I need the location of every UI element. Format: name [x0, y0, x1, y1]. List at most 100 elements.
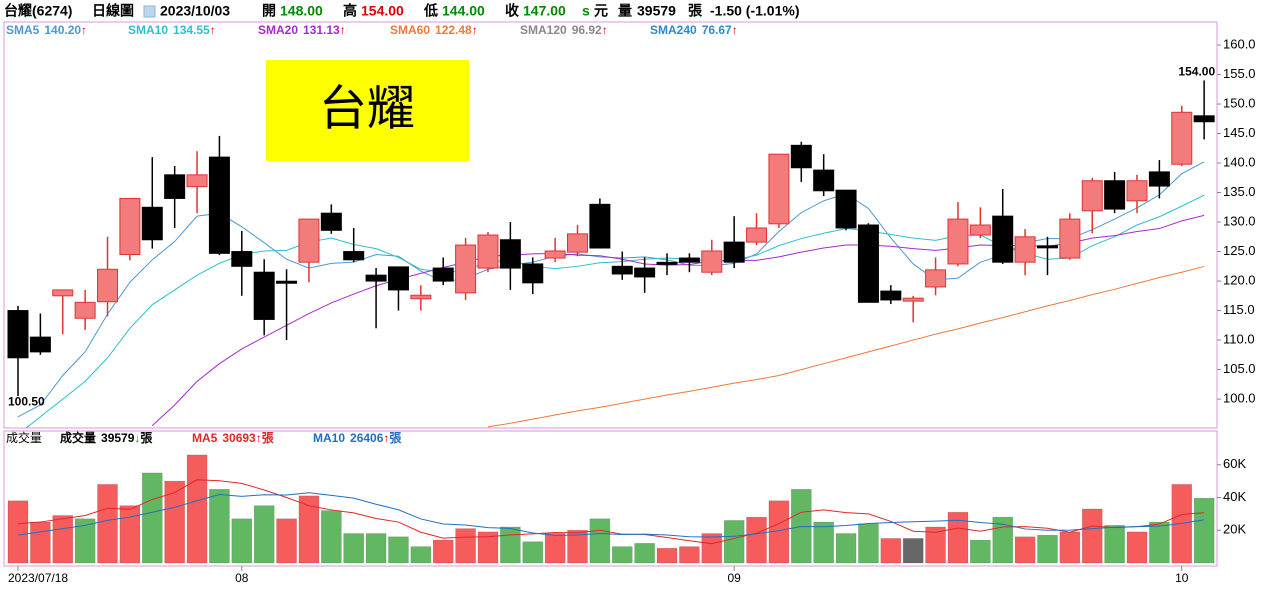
candle-body — [992, 215, 1014, 263]
candle-body — [499, 239, 521, 269]
candle-body — [410, 294, 432, 300]
candle-body — [1014, 236, 1036, 263]
y-tick-label: 40K — [1223, 489, 1246, 504]
volume-bar — [970, 539, 991, 564]
volume-bar — [477, 531, 499, 564]
legend-unit: 張 — [140, 431, 153, 445]
volume-bar — [52, 515, 74, 564]
close-label: 收 — [505, 3, 520, 19]
y-tick-label: 100.0 — [1223, 391, 1256, 406]
candle-body — [365, 274, 387, 282]
volume-bar — [455, 528, 476, 564]
volume-bar — [947, 511, 969, 564]
y-tick-label: 115.0 — [1223, 302, 1255, 317]
legend-name: SMA10 — [128, 23, 168, 37]
volume-bar — [432, 539, 454, 564]
candle-body — [141, 206, 163, 241]
legend-trend: ↑ — [210, 23, 216, 37]
volume-bar — [7, 500, 29, 564]
candle-body — [1148, 171, 1170, 187]
low-annotation: 100.50 — [8, 394, 45, 408]
volume-bar — [835, 533, 857, 564]
candle-body — [857, 224, 879, 303]
legend-item: SMA120 96.92↑ — [520, 23, 608, 37]
candle-body — [1171, 111, 1193, 165]
volume-bar — [365, 533, 387, 564]
candle-body — [186, 174, 208, 188]
candle-body — [74, 301, 96, 319]
candle-body — [611, 265, 633, 275]
candle-body — [387, 266, 409, 291]
x-tick-label: 09 — [727, 571, 741, 585]
legend-item: SMA10 134.55↑ — [128, 23, 216, 37]
volume-bar — [321, 510, 342, 564]
legend-name: 成交量 — [60, 430, 96, 445]
date: 2023/10/03 — [160, 3, 230, 19]
open-value: 148.00 — [280, 3, 323, 19]
volume-bar — [253, 505, 275, 564]
volume-bar — [1104, 525, 1125, 564]
legend-item: MA5 30693↑張 — [192, 431, 275, 445]
volume-bar — [634, 543, 655, 564]
low-label: 低 — [423, 3, 438, 19]
legend-trend: ↑ — [256, 431, 262, 445]
volume-bar — [298, 495, 320, 564]
volume-bars — [7, 454, 1215, 564]
candle-body — [522, 263, 544, 284]
candle-body — [902, 297, 924, 302]
y-tick-label: 145.0 — [1223, 125, 1256, 140]
legend-name: SMA5 — [6, 23, 40, 37]
legend-item: SMA60 122.48↑ — [390, 23, 478, 37]
s-mark: s — [582, 3, 590, 19]
y-tick-label: 140.0 — [1223, 154, 1256, 169]
legend-name: SMA60 — [390, 23, 430, 37]
candle-body — [768, 153, 790, 225]
volume-bar — [880, 538, 902, 564]
ma-line — [487, 265, 1205, 428]
legend-legend-value: 131.13 — [303, 23, 340, 37]
legend-name: SMA120 — [520, 23, 567, 37]
candle-body — [1036, 245, 1058, 249]
open-label: 開 — [262, 3, 276, 19]
volume-bar — [74, 518, 96, 564]
x-tick-label: 08 — [235, 571, 249, 585]
candle-body — [52, 289, 74, 297]
period: 日線圖 — [92, 3, 134, 19]
candle-body — [119, 197, 141, 256]
ma-line — [17, 161, 1205, 418]
volume-bar — [164, 480, 185, 564]
volume-bar — [30, 521, 51, 564]
volume-bar — [97, 484, 118, 564]
volume-bar — [656, 547, 678, 564]
candle-body — [164, 174, 186, 199]
candle-body — [320, 212, 342, 231]
legend-unit: 張 — [389, 431, 402, 445]
legend-legend-value: 140.20 — [44, 23, 81, 37]
legend-trend: ↑ — [81, 23, 87, 37]
volume-bar — [186, 454, 208, 564]
y-tick-label: 130.0 — [1223, 213, 1256, 228]
candle-body — [925, 269, 947, 288]
volume-bar — [1037, 534, 1058, 564]
label-box-text: 台耀 — [319, 83, 415, 136]
candle-body — [231, 251, 253, 267]
volume-value: 39579 — [637, 3, 676, 19]
volume-bar — [1014, 536, 1036, 564]
candle-body — [969, 224, 991, 236]
candle-body — [1104, 180, 1126, 210]
candle-body — [455, 244, 477, 294]
candle-body — [253, 271, 275, 320]
volume-bar — [723, 520, 745, 564]
candle-body — [1059, 218, 1081, 259]
currency: 元 — [594, 3, 608, 19]
y-tick-label: 60K — [1223, 456, 1246, 471]
candle-body — [298, 218, 320, 263]
y-tick-label: 150.0 — [1223, 95, 1256, 110]
y-tick-label: 160.0 — [1223, 36, 1256, 51]
legend-trend: ↑ — [472, 23, 478, 37]
volume-bar — [1059, 531, 1081, 564]
candle-body — [1081, 180, 1103, 212]
date-icon[interactable] — [143, 5, 156, 18]
candles: 100.50 154.00 — [7, 65, 1215, 408]
